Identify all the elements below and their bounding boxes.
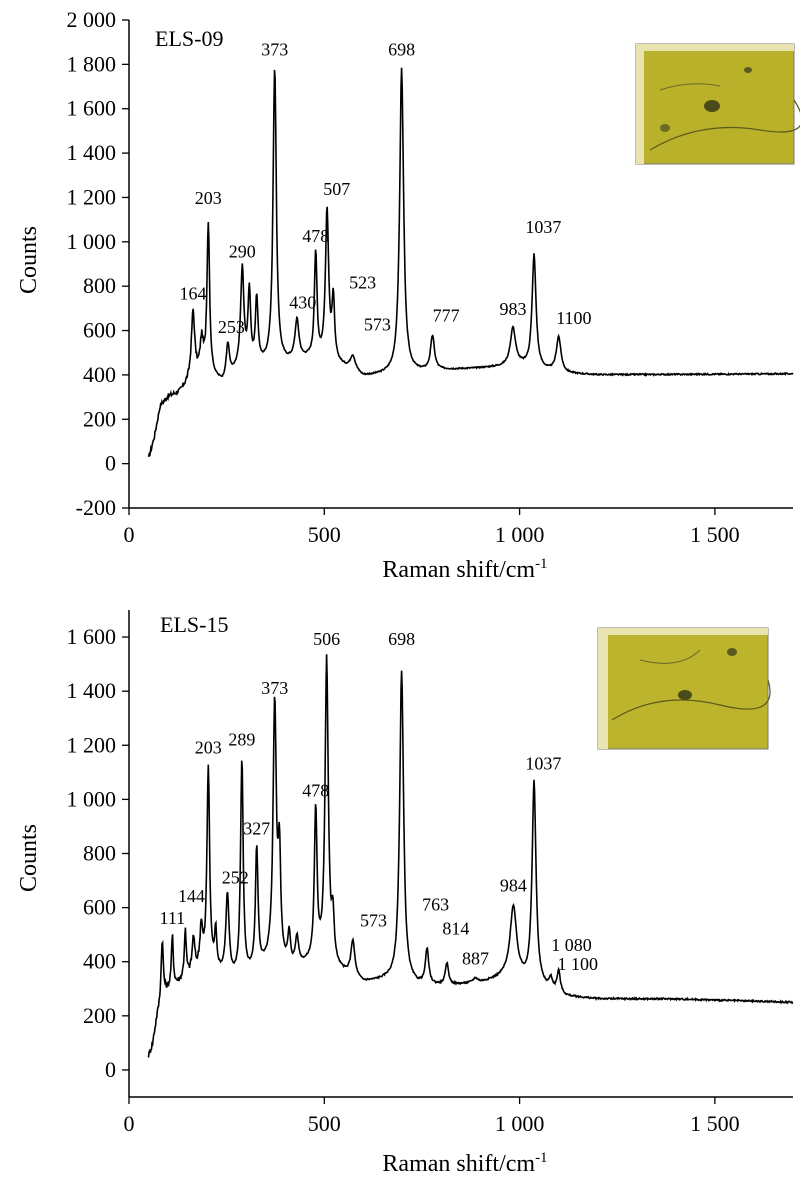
peak-label: 111	[160, 908, 186, 928]
peak-label: 1037	[525, 217, 561, 237]
y-tick-label: 0	[105, 451, 116, 476]
peak-label: 290	[229, 241, 256, 261]
y-tick-label: 1 800	[67, 51, 117, 76]
peak-label: 373	[261, 39, 288, 59]
y-tick-label: -200	[76, 495, 116, 520]
y-tick-label: 1 600	[67, 624, 117, 649]
y-tick-label: 2 000	[67, 7, 117, 32]
panel-label: ELS-09	[155, 26, 223, 51]
x-tick-label: 1 000	[495, 522, 545, 547]
peak-label: 478	[302, 226, 329, 246]
y-tick-label: 800	[83, 841, 116, 866]
axes-els-15: 0 200 400 600 800 1 000 1 200 1 400 1 600 0 500 1 0…	[67, 610, 793, 1136]
y-tick-label: 1 200	[67, 732, 117, 757]
chart-panel-els-09: -200 0 200 400 600 800 1 000 1 200 1 400 1 600 1 8…	[16, 7, 800, 583]
x-tick-label: 0	[124, 1111, 135, 1136]
peak-label: 289	[228, 729, 255, 749]
peak-label: 1 100	[558, 954, 599, 974]
x-tick-label: 1 500	[690, 522, 740, 547]
peak-label: 203	[195, 737, 222, 757]
chart-panel-els-15: 0 200 400 600 800 1 000 1 200 1 400 1 600 0 500 1 0…	[16, 610, 794, 1177]
y-tick-label: 1 000	[67, 786, 117, 811]
peak-label: 573	[364, 315, 391, 335]
x-axis-label: Raman shift/cm-1	[382, 556, 547, 583]
y-tick-label: 200	[83, 406, 116, 431]
peak-label: 203	[195, 188, 222, 208]
peak-label: 887	[462, 948, 489, 968]
svg-text:Counts: Counts	[16, 226, 42, 294]
peak-label: 1037	[525, 754, 561, 774]
peak-label: 507	[323, 179, 350, 199]
y-tick-label: 1 200	[67, 184, 117, 209]
y-tick-label: 600	[83, 318, 116, 343]
thumbnail-image	[635, 43, 800, 165]
peak-label: 1100	[556, 308, 591, 328]
peak-label: 144	[178, 886, 205, 906]
y-tick-label: 600	[83, 895, 116, 920]
y-tick-label: 1 000	[67, 229, 117, 254]
peak-label: 252	[222, 867, 249, 887]
peak-label: 253	[218, 317, 245, 337]
peak-label: 984	[500, 875, 527, 895]
peak-label: 327	[243, 819, 270, 839]
y-tick-label: 400	[83, 362, 116, 387]
y-tick-label: 1 600	[67, 96, 117, 121]
y-axis-label: Counts	[16, 824, 42, 892]
peak-label: 814	[442, 919, 469, 939]
y-tick-label: 400	[83, 949, 116, 974]
x-tick-label: 500	[308, 1111, 341, 1136]
x-tick-label: 0	[124, 522, 135, 547]
x-tick-label: 500	[308, 522, 341, 547]
peak-label: 506	[313, 629, 340, 649]
peak-label: 373	[261, 678, 288, 698]
peak-label: 763	[422, 894, 449, 914]
peak-label: 478	[302, 781, 329, 801]
peak-label: 573	[360, 911, 387, 931]
peak-label: 983	[499, 299, 526, 319]
y-axis-label: Counts	[16, 226, 42, 294]
peak-label: 777	[433, 306, 460, 326]
x-tick-label: 1 000	[495, 1111, 545, 1136]
spectrum-line-els-15	[147, 654, 794, 1058]
peak-label: 430	[289, 292, 316, 312]
y-tick-label: 1 400	[67, 140, 117, 165]
y-tick-label: 800	[83, 273, 116, 298]
y-tick-label: 1 400	[67, 678, 117, 703]
peak-label: 164	[180, 283, 207, 303]
peak-label: 698	[388, 39, 415, 59]
y-tick-label: 200	[83, 1003, 116, 1028]
spectrum-line-els-09	[147, 67, 794, 457]
axes-els-09: -200 0 200 400 600 800 1 000 1 200 1 400 1 600 1 8…	[67, 7, 793, 547]
y-tick-label: 0	[105, 1057, 116, 1082]
x-tick-label: 1 500	[690, 1111, 740, 1136]
panel-label: ELS-15	[160, 612, 228, 637]
x-axis-label: Raman shift/cm-1	[382, 1150, 547, 1177]
thumbnail-image	[597, 627, 771, 750]
svg-text:Counts: Counts	[16, 824, 42, 892]
peak-label: 523	[349, 272, 376, 292]
peak-label: 698	[388, 629, 415, 649]
peak-label: 1 080	[551, 935, 592, 955]
